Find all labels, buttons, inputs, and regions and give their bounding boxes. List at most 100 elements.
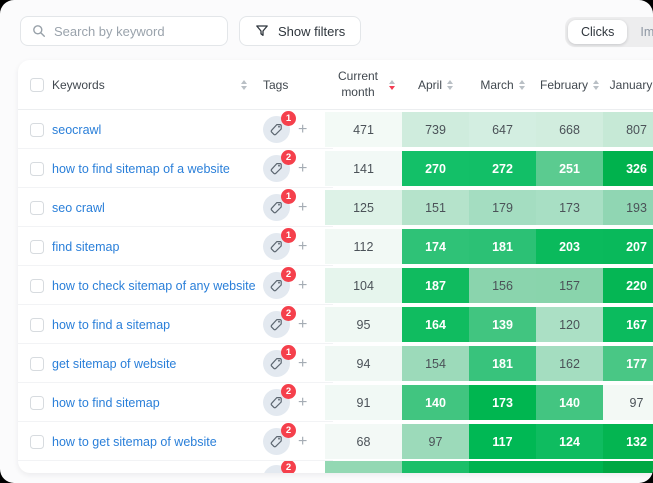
tag-count-badge: 2 (281, 150, 296, 165)
month-header-label: January (609, 77, 653, 92)
add-tag-button[interactable]: + (298, 354, 308, 372)
current-month-cell: 94 (325, 346, 402, 381)
month-value-cell: 807 (603, 112, 653, 147)
tag-button[interactable]: 2 (263, 423, 296, 455)
show-filters-button[interactable]: Show filters (239, 16, 362, 46)
row-checkbox[interactable] (30, 356, 44, 371)
tag-button[interactable]: 2 (263, 384, 296, 416)
select-all-checkbox[interactable] (30, 77, 44, 92)
add-tag-button[interactable]: + (298, 276, 308, 294)
month-value-cell: 181 (469, 229, 536, 264)
sort-icon-march[interactable] (518, 79, 525, 90)
column-header-current-month[interactable]: Current month (325, 60, 402, 109)
month-value-cell: 154 (402, 346, 469, 381)
table-row: how to find sitemap of a website 2 +141 270… (18, 149, 653, 188)
keyword-link[interactable]: how to check sitemap of any website (52, 278, 256, 293)
row-checkbox[interactable] (30, 122, 44, 137)
tag-button[interactable]: 2 (263, 150, 296, 182)
add-tag-button[interactable]: + (298, 315, 308, 333)
month-value-cell: 251 (536, 151, 603, 186)
tag-button[interactable]: 1 (263, 345, 296, 377)
sort-icon-april[interactable] (447, 79, 453, 90)
table-header: Keywords Tags Current month April March Fe… (18, 60, 653, 110)
tag-count-badge: 1 (281, 345, 296, 360)
tag-icon (270, 397, 282, 409)
add-tag-button[interactable]: + (298, 198, 308, 216)
month-value-cell: 187 (402, 268, 469, 303)
keyword-link[interactable]: seocrawl (52, 122, 102, 137)
month-value-cell: 326 (603, 151, 653, 186)
row-checkbox[interactable] (30, 395, 44, 410)
column-header-tags: Tags (254, 78, 325, 92)
tag-icon (270, 436, 282, 448)
keyword-link[interactable]: get sitemap of website (52, 356, 177, 371)
sort-icon-current-month[interactable] (389, 79, 395, 90)
month-value-cell: 272 (469, 151, 536, 186)
current-month-cell: 104 (325, 268, 402, 303)
tag-button[interactable]: 2 (263, 461, 296, 473)
add-tag-button[interactable]: + (298, 432, 308, 450)
toggle-clicks[interactable]: Clicks (568, 20, 628, 44)
tag-button[interactable]: 1 (263, 111, 296, 143)
month-value-cell (402, 461, 469, 473)
table-body: seocrawl 1 +471 739 647 668 807 how to find sit… (18, 110, 653, 473)
sort-icon-keywords[interactable] (241, 79, 247, 90)
filter-icon (256, 25, 268, 36)
month-value-cell: 139 (469, 307, 536, 342)
tag-icon (270, 319, 282, 331)
row-checkbox[interactable] (30, 434, 44, 449)
metric-toggle: Clicks Impressions (565, 17, 653, 47)
tag-button[interactable]: 1 (263, 189, 296, 221)
month-value-cell: 270 (402, 151, 469, 186)
column-header-january[interactable]: January (603, 60, 653, 109)
month-value-cell: 739 (402, 112, 469, 147)
tag-button[interactable]: 2 (263, 267, 296, 299)
keyword-link[interactable]: how to find sitemap (52, 395, 160, 410)
add-tag-button[interactable]: + (298, 237, 308, 255)
row-checkbox[interactable] (30, 161, 44, 176)
column-header-march[interactable]: March (469, 60, 536, 109)
sort-icon-february[interactable] (593, 79, 600, 90)
tag-button[interactable]: 1 (263, 228, 296, 260)
add-tag-button[interactable]: + (298, 159, 308, 177)
month-value-cell: 203 (536, 229, 603, 264)
column-header-april[interactable]: April (402, 60, 469, 109)
current-month-cell: 95 (325, 307, 402, 342)
column-header-february[interactable]: February (536, 60, 603, 109)
keyword-link[interactable]: how to get sitemap of website (52, 434, 217, 449)
month-value-cell: 647 (469, 112, 536, 147)
tag-count-badge: 1 (281, 111, 296, 126)
month-value-cell: 97 (603, 385, 653, 420)
row-checkbox[interactable] (30, 278, 44, 293)
keyword-link[interactable]: seo crawl (52, 200, 105, 215)
current-month-header-label: Current month (337, 68, 378, 99)
tag-icon (270, 472, 283, 473)
keyword-link[interactable]: find sitemap (52, 239, 120, 254)
table-row: seocrawl 1 +471 739 647 668 807 (18, 110, 653, 149)
tag-count-badge: 1 (281, 189, 296, 204)
keyword-link[interactable]: how to find a sitemap (52, 317, 171, 332)
row-checkbox[interactable] (30, 317, 44, 332)
tag-icon (270, 280, 282, 292)
add-tag-button[interactable]: + (298, 120, 308, 138)
tag-button[interactable]: 2 (263, 306, 296, 338)
month-value-cell: 156 (469, 268, 536, 303)
table-row: find sitemap 1 +112 174 181 203 207 (18, 227, 653, 266)
current-month-cell (325, 461, 402, 473)
show-filters-label: Show filters (278, 23, 346, 39)
toggle-impressions[interactable]: Impressions (640, 25, 653, 39)
add-tag-button[interactable]: + (298, 393, 308, 411)
column-header-keywords[interactable]: Keywords (44, 78, 254, 92)
search-placeholder: Search by keyword (54, 23, 165, 39)
month-value-cell: 173 (469, 385, 536, 420)
search-input[interactable]: Search by keyword (20, 16, 228, 46)
row-checkbox[interactable] (30, 200, 44, 215)
keyword-link[interactable]: how to find sitemap of a website (52, 161, 230, 176)
table-row-partial: 2 (18, 461, 653, 473)
month-value-cell: 132 (603, 424, 653, 459)
tag-icon (270, 124, 282, 136)
month-value-cell: 179 (469, 190, 536, 225)
current-month-cell: 471 (325, 112, 402, 147)
row-checkbox[interactable] (30, 239, 44, 254)
